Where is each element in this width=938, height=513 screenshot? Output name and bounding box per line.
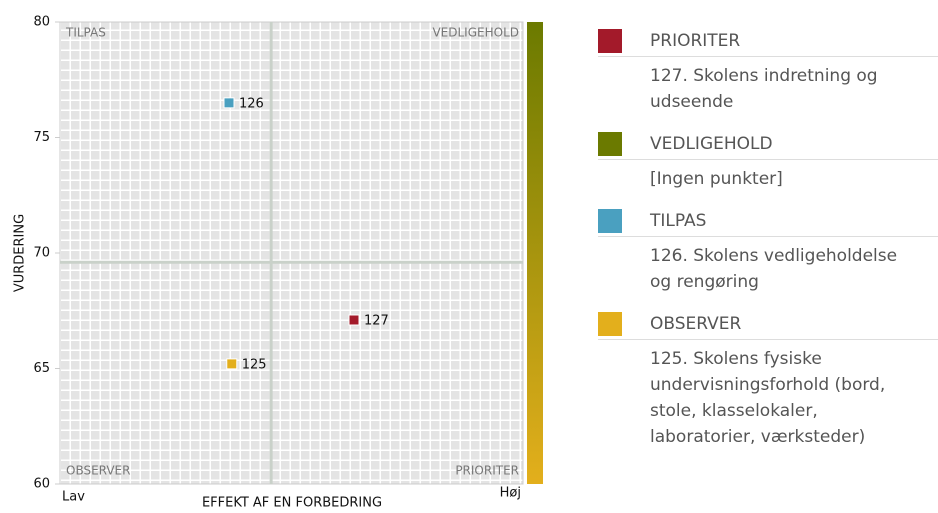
point: [226, 358, 238, 370]
legend-item: VEDLIGEHOLD [Ingen punkter]: [598, 129, 938, 192]
legend-swatch: [598, 209, 622, 233]
legend-item: PRIORITER 127. Skolens indretning og udse…: [598, 26, 938, 115]
legend-head: TILPAS: [598, 206, 938, 237]
y-tick-label: 80: [33, 15, 50, 30]
legend-name: OBSERVER: [650, 314, 742, 334]
legend-item: TILPAS 126. Skolens vedligeholdelse og re…: [598, 206, 938, 295]
y-tick-label: 65: [33, 361, 50, 376]
point-label: 125: [242, 357, 267, 372]
legend-swatch: [598, 312, 622, 336]
y-tick-label: 75: [33, 130, 50, 145]
legend-head: VEDLIGEHOLD: [598, 129, 938, 160]
legend-text: [Ingen punkter]: [650, 169, 783, 189]
legend-text: 126. Skolens vedligeholdelse og rengørin…: [650, 246, 898, 292]
legend-head: OBSERVER: [598, 309, 938, 340]
gradient-bar: [527, 22, 543, 484]
legend-text: 125. Skolens fysiske undervisningsforhol…: [650, 349, 886, 447]
quadrant-label: OBSERVER: [66, 464, 130, 478]
legend-name: PRIORITER: [650, 31, 741, 51]
quadrant-label: TILPAS: [65, 26, 106, 40]
legend-swatch: [598, 29, 622, 53]
legend-item: OBSERVER 125. Skolens fysiske undervisnin…: [598, 309, 938, 450]
x-high-label: Høj: [500, 486, 521, 501]
quadrant-label: VEDLIGEHOLD: [432, 26, 519, 40]
legend-name: TILPAS: [650, 211, 707, 231]
point-label: 126: [239, 96, 264, 111]
legend-swatch: [598, 132, 622, 156]
legend: PRIORITER 127. Skolens indretning og udse…: [598, 26, 938, 464]
x-axis-title: EFFEKT AF EN FORBEDRING: [202, 496, 382, 511]
legend-name: VEDLIGEHOLD: [650, 134, 773, 154]
chart: VURDERING EFFEKT AF EN FORBEDRING Lav Hø…: [13, 15, 543, 511]
y-tick-label: 70: [33, 246, 50, 261]
y-axis-title: VURDERING: [13, 214, 28, 292]
legend-head: PRIORITER: [598, 26, 938, 57]
legend-text: 127. Skolens indretning og udseende: [650, 66, 878, 112]
point: [348, 314, 360, 326]
quadrant-label: PRIORITER: [455, 464, 519, 478]
x-low-label: Lav: [62, 490, 85, 505]
point-label: 127: [364, 313, 389, 328]
plot-area: [59, 21, 524, 485]
point: [223, 97, 235, 109]
y-tick-label: 60: [33, 477, 50, 492]
